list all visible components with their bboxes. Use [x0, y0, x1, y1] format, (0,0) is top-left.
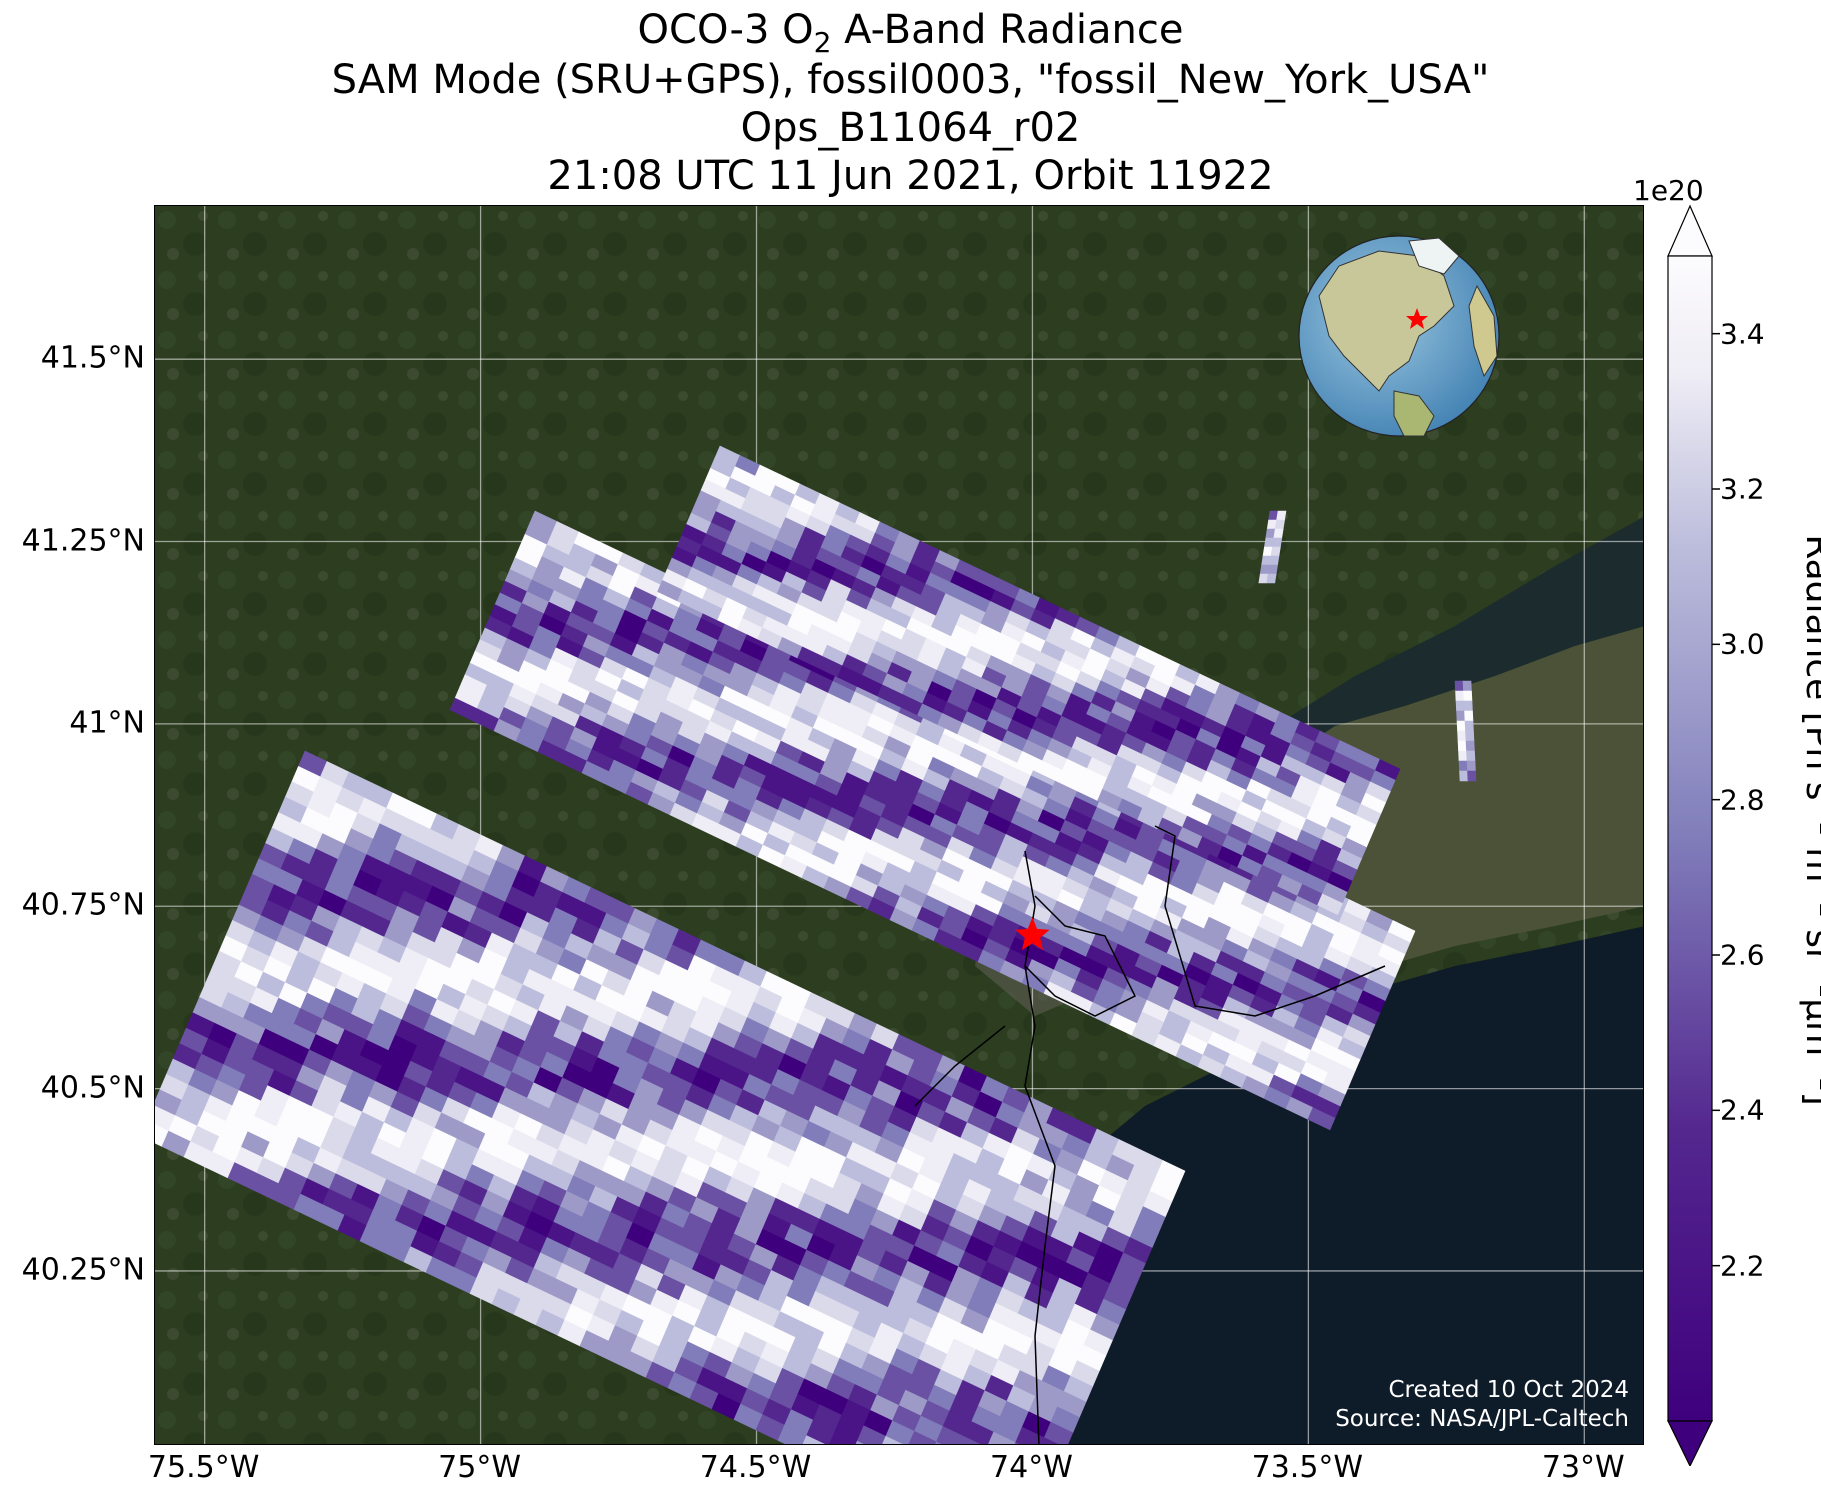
footprint-cell — [1455, 690, 1465, 702]
footprint-cell — [1459, 770, 1469, 782]
footprint-cell — [1317, 893, 1343, 916]
footprint-cell — [1457, 740, 1467, 752]
colorbar-extend-top — [1667, 204, 1713, 257]
footprint-cell — [1465, 730, 1475, 742]
lon-tick-label: 74.5°W — [699, 1450, 812, 1485]
credit-source: Source: NASA/JPL-Caltech — [1335, 1406, 1629, 1432]
colorbar-gradient — [1667, 255, 1713, 1422]
footprint-cell — [1274, 519, 1285, 530]
lat-tick-label: 41°N — [69, 705, 145, 741]
footprint-cell — [961, 1436, 981, 1444]
footprint-cell — [1458, 760, 1468, 772]
credit-text: Created 10 Oct 2024 Source: NASA/JPL-Cal… — [1335, 1376, 1629, 1434]
colorbar-tick-label: 2.6 — [1720, 938, 1765, 972]
footprint-cell — [1464, 710, 1474, 722]
lon-tick-label: 73°W — [1541, 1450, 1625, 1485]
globe-greenland — [1408, 237, 1460, 275]
colorbar-tick-label: 2.4 — [1720, 1093, 1765, 1127]
footprint-cell — [829, 1430, 858, 1444]
footprint-cell — [855, 1440, 864, 1444]
atlantic-ocean — [1035, 926, 1643, 1444]
footprint-cell — [1041, 1437, 1059, 1444]
colorbar-tick-label: 3.4 — [1720, 317, 1765, 351]
footprint-cell — [806, 1419, 836, 1444]
inset-globe[interactable] — [1298, 235, 1500, 437]
map-panel[interactable] — [154, 205, 1644, 1445]
globe-south-america — [1393, 390, 1435, 437]
footprint-cell — [1462, 680, 1472, 692]
footprint-cell — [802, 1435, 825, 1444]
footprint-cell — [1463, 700, 1473, 712]
footprint-cell — [1456, 710, 1466, 722]
footprint-cell — [1043, 1421, 1074, 1444]
footprint-cell — [1273, 528, 1284, 539]
colorbar-exponent: 1e20 — [1633, 174, 1704, 207]
footprint-cell — [1466, 750, 1476, 762]
footprint-cell — [1465, 740, 1475, 752]
footprint-cell — [1267, 564, 1278, 575]
swath-3 — [657, 445, 1401, 916]
footprint-cell — [777, 1424, 807, 1444]
footprint-cell — [1456, 720, 1466, 732]
colorbar-label: Radiance [Ph s−1 m−2 sr−1μm−1] — [1798, 534, 1821, 1105]
radiance-swaths[interactable] — [155, 445, 1477, 1445]
globe-north-america — [1318, 250, 1455, 392]
footprint-cell — [1457, 730, 1467, 742]
footprint-cell — [1467, 770, 1477, 782]
globe-star-icon — [1406, 308, 1428, 329]
lon-tick-label: 73.5°W — [1251, 1450, 1364, 1485]
footprint-cell — [1014, 1442, 1020, 1444]
footprint-cell — [1458, 750, 1468, 762]
footprint-cell — [885, 1420, 915, 1444]
footprint-cell — [964, 1421, 994, 1444]
title-line-3: Ops_B11064_r02 — [740, 105, 1081, 151]
footprint-cell — [1464, 720, 1474, 732]
colorbar-tick-label: 3.0 — [1720, 627, 1765, 661]
credit-created: Created 10 Oct 2024 — [1388, 1377, 1629, 1403]
swath-strip-1 — [1258, 510, 1287, 584]
footprint-cell — [988, 1431, 1016, 1444]
colorbar-tick-label: 2.2 — [1720, 1249, 1765, 1283]
title-line-4: 21:08 UTC 11 Jun 2021, Orbit 11922 — [547, 153, 1274, 199]
swath-1 — [155, 750, 1186, 1444]
footprint-cell — [1466, 760, 1476, 772]
footprint-cell — [1463, 690, 1473, 702]
footprint-cell — [1454, 680, 1464, 692]
lon-tick-label: 75°W — [438, 1450, 521, 1485]
target-star-icon[interactable] — [1015, 917, 1050, 950]
lon-tick-label: 74°W — [990, 1450, 1073, 1485]
map-canvas[interactable] — [155, 206, 1644, 1445]
globe-europe-africa — [1468, 284, 1498, 378]
swath-strip-2 — [1454, 680, 1477, 782]
colorbar[interactable] — [1660, 176, 1720, 1466]
lat-tick-label: 41.5°N — [40, 340, 145, 376]
footprint-cell — [1015, 1426, 1045, 1444]
footprint-cell — [1266, 573, 1277, 584]
lat-tick-label: 41.25°N — [21, 523, 145, 559]
footprint-cell — [935, 1441, 942, 1444]
footprint-cell — [908, 1430, 937, 1444]
footprint-cell — [1307, 1107, 1336, 1131]
lat-tick-label: 40.5°N — [40, 1070, 145, 1106]
colorbar-tick-marks — [1712, 332, 1720, 1267]
colorbar-tick-label: 2.8 — [1720, 783, 1765, 817]
footprint-cell — [882, 1435, 903, 1444]
footprint-cell — [856, 1425, 887, 1444]
lat-tick-label: 40.75°N — [21, 887, 145, 923]
colorbar-extend-bottom — [1667, 1420, 1713, 1466]
lon-tick-label: 75.5°W — [147, 1450, 260, 1485]
lat-tick-label: 40.25°N — [21, 1252, 145, 1288]
footprint-cell — [1269, 555, 1280, 566]
title-line-1: OCO-3 O2 A-Band Radiance — [637, 7, 1184, 59]
footprint-cell — [1276, 510, 1287, 521]
colorbar-tick-label: 3.2 — [1720, 472, 1765, 506]
title-line-2: SAM Mode (SRU+GPS), fossil0003, "fossil_… — [331, 57, 1490, 103]
footprint-cell — [1272, 537, 1283, 548]
footprint-cell — [1455, 700, 1465, 712]
footprint-cell — [936, 1426, 966, 1444]
footprint-cell — [1270, 546, 1281, 557]
